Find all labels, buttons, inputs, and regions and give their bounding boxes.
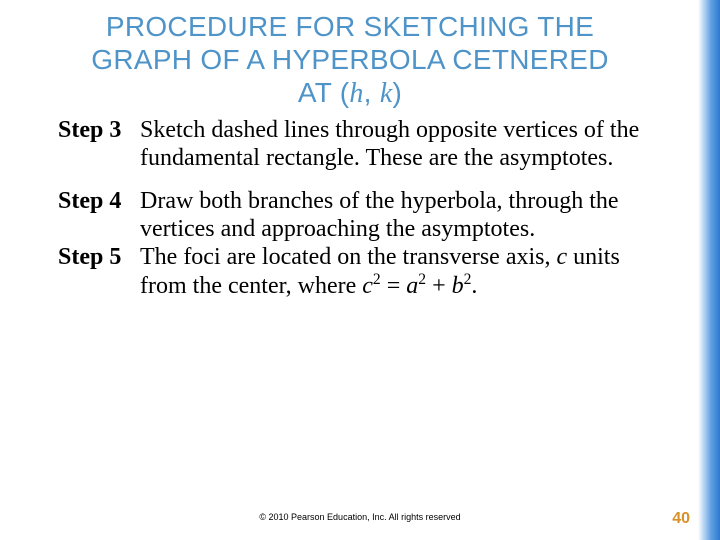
- steps-list: Step 3 Sketch dashed lines through oppos…: [42, 116, 658, 300]
- step-5-body: The foci are located on the transverse a…: [140, 243, 658, 300]
- step5-sup2: 2: [373, 271, 381, 288]
- slide-content: PROCEDURE FOR SKETCHING THE GRAPH OF A H…: [0, 0, 698, 300]
- title-line3-suffix: ): [393, 77, 403, 108]
- step-4: Step 4 Draw both branches of the hyperbo…: [58, 187, 658, 244]
- step-3-body: Sketch dashed lines through opposite ver…: [140, 116, 658, 173]
- step5-var-c: c: [556, 244, 567, 270]
- title-var-k: k: [380, 78, 393, 109]
- slide-title: PROCEDURE FOR SKETCHING THE GRAPH OF A H…: [42, 10, 658, 110]
- step5-prefix: The foci are located on the transverse a…: [140, 244, 556, 270]
- step5-eq: =: [381, 273, 407, 299]
- title-line1: PROCEDURE FOR SKETCHING THE: [106, 11, 594, 42]
- step5-var-c2: c: [362, 273, 373, 299]
- copyright-text: © 2010 Pearson Education, Inc. All right…: [0, 512, 720, 522]
- step5-plus: +: [426, 273, 452, 299]
- title-var-h: h: [349, 78, 363, 109]
- title-line2: GRAPH OF A HYPERBOLA CETNERED: [91, 44, 609, 75]
- step-3: Step 3 Sketch dashed lines through oppos…: [58, 116, 658, 173]
- step5-supa: 2: [418, 271, 426, 288]
- step-3-label: Step 3: [58, 116, 140, 173]
- step-5-label: Step 5: [58, 243, 140, 300]
- page-number: 40: [672, 510, 690, 528]
- step5-var-b: b: [452, 273, 464, 299]
- step-4-label: Step 4: [58, 187, 140, 244]
- step5-var-a: a: [406, 273, 418, 299]
- side-gradient-bar: [698, 0, 720, 540]
- step5-period: .: [471, 273, 477, 299]
- step-5: Step 5 The foci are located on the trans…: [58, 243, 658, 300]
- title-line3-mid: ,: [364, 77, 380, 108]
- title-line3-prefix: AT (: [298, 77, 350, 108]
- step-4-body: Draw both branches of the hyperbola, thr…: [140, 187, 658, 244]
